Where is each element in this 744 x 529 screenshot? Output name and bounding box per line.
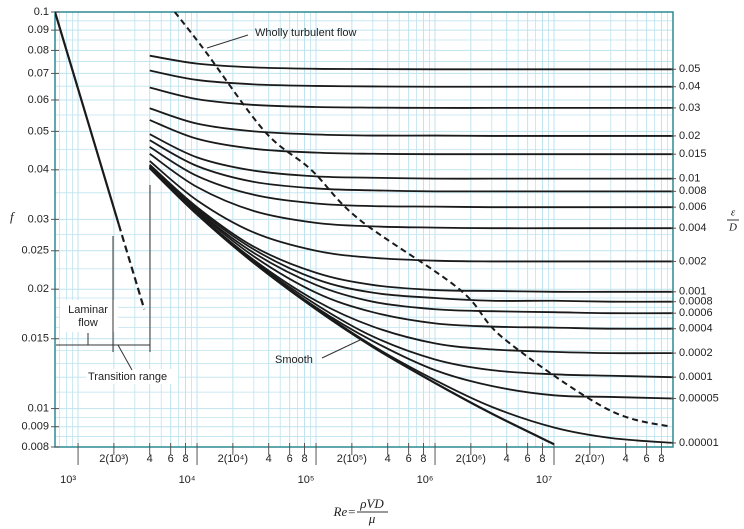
curve-label: 0.0002 xyxy=(679,347,713,359)
x-tick-label: 4 xyxy=(623,453,629,465)
x-tick-label: 8 xyxy=(658,453,664,465)
leader-line xyxy=(321,339,361,359)
x-tick-label: 6 xyxy=(406,453,412,465)
curve xyxy=(149,139,673,193)
x-tick-label: 8 xyxy=(182,453,188,465)
y-tick-label: 0.008 xyxy=(21,441,49,453)
label-bg xyxy=(60,300,118,332)
x-label-num: ρVD xyxy=(359,496,384,511)
curve-label: 0.05 xyxy=(679,63,700,75)
x-label-den: μ xyxy=(368,511,376,526)
curve-label: 0.02 xyxy=(679,130,700,142)
x-tick-label: 4 xyxy=(385,453,391,465)
x-tick-label: 2(10⁷) xyxy=(575,453,605,465)
label-bg xyxy=(86,369,178,384)
smooth-curve xyxy=(148,167,555,446)
y-tick-label: 0.03 xyxy=(28,213,49,225)
curve-label: 0.006 xyxy=(679,201,707,213)
leader-line xyxy=(206,34,249,49)
curve-label: 0.002 xyxy=(679,255,707,267)
annotation: Laminar xyxy=(68,304,108,316)
curve xyxy=(149,54,673,71)
x-tick-label: 2(10⁴) xyxy=(218,453,248,465)
curve xyxy=(149,86,673,109)
wholly-turbulent-line xyxy=(174,12,671,428)
x-tick-label: 6 xyxy=(644,453,650,465)
annotation: Smooth xyxy=(275,354,313,366)
y-tick-label: 0.025 xyxy=(21,245,49,257)
x-tick-label: 10³ xyxy=(60,474,76,486)
curve-label: 0.0004 xyxy=(679,323,713,335)
x-tick-label: 6 xyxy=(287,453,293,465)
annotation: Transition range xyxy=(88,371,167,383)
curve-label: 0.015 xyxy=(679,148,707,160)
laminar-transition-line xyxy=(117,224,146,310)
y-tick-label: 0.07 xyxy=(28,67,49,79)
x-tick-label: 10⁷ xyxy=(536,474,552,486)
curve xyxy=(149,160,673,263)
y-tick-label: 0.01 xyxy=(28,402,49,414)
y-tick-label: 0.09 xyxy=(28,24,49,36)
curve xyxy=(149,69,673,88)
x-tick-label: 6 xyxy=(525,453,531,465)
y2-label-num: ε xyxy=(731,207,736,219)
curve-label: 0.00005 xyxy=(679,392,719,404)
curve xyxy=(149,166,673,330)
x-tick-label: 8 xyxy=(539,453,545,465)
curve-label: 0.0008 xyxy=(679,296,713,308)
curve xyxy=(149,146,673,209)
curve xyxy=(149,119,673,156)
y2-label-den: D xyxy=(728,222,737,234)
x-tick-label: 4 xyxy=(266,453,272,465)
x-label-lhs: Re= xyxy=(333,504,356,519)
x-tick-label: 6 xyxy=(168,453,174,465)
curve xyxy=(149,165,673,315)
curve-label: 0.001 xyxy=(679,286,707,298)
curve-label: 0.008 xyxy=(679,185,707,197)
y-tick-label: 0.02 xyxy=(28,283,49,295)
x-tick-label: 10⁵ xyxy=(298,474,315,486)
x-tick-label: 2(10⁶) xyxy=(456,453,486,465)
curve-label: 0.00001 xyxy=(679,437,719,449)
y-tick-label: 0.06 xyxy=(28,94,49,106)
y-tick-label: 0.009 xyxy=(21,421,49,433)
x-tick-label: 4 xyxy=(504,453,510,465)
annotation: Wholly turbulent flow xyxy=(255,27,357,39)
curve xyxy=(149,133,673,180)
curve-label: 0.01 xyxy=(679,173,700,185)
curve xyxy=(149,164,673,293)
range-line xyxy=(117,344,133,371)
curve xyxy=(149,107,673,137)
y-tick-label: 0.05 xyxy=(28,125,49,137)
curve-label: 0.0006 xyxy=(679,307,713,319)
x-tick-label: 2(10⁵) xyxy=(337,453,367,465)
plot-frame xyxy=(54,11,674,448)
y-tick-label: 0.04 xyxy=(28,164,49,176)
x-tick-label: 8 xyxy=(420,453,426,465)
laminar-line xyxy=(55,12,120,225)
x-tick-label: 4 xyxy=(147,453,153,465)
x-tick-label: 10⁶ xyxy=(417,474,434,486)
x-tick-label: 2(10³) xyxy=(99,453,128,465)
y-tick-label: 0.015 xyxy=(21,333,49,345)
y-tick-label: 0.1 xyxy=(34,6,49,18)
x-tick-label: 8 xyxy=(301,453,307,465)
curve xyxy=(149,164,673,303)
curve xyxy=(149,153,673,230)
y-axis-label: f xyxy=(10,209,16,224)
annotation: flow xyxy=(78,317,98,329)
curve-label: 0.03 xyxy=(679,102,700,114)
curve-label: 0.004 xyxy=(679,222,707,234)
curve-label: 0.04 xyxy=(679,81,700,93)
y-tick-label: 0.08 xyxy=(28,44,49,56)
curve-label: 0.0001 xyxy=(679,371,713,383)
x-tick-label: 10⁴ xyxy=(179,474,196,486)
